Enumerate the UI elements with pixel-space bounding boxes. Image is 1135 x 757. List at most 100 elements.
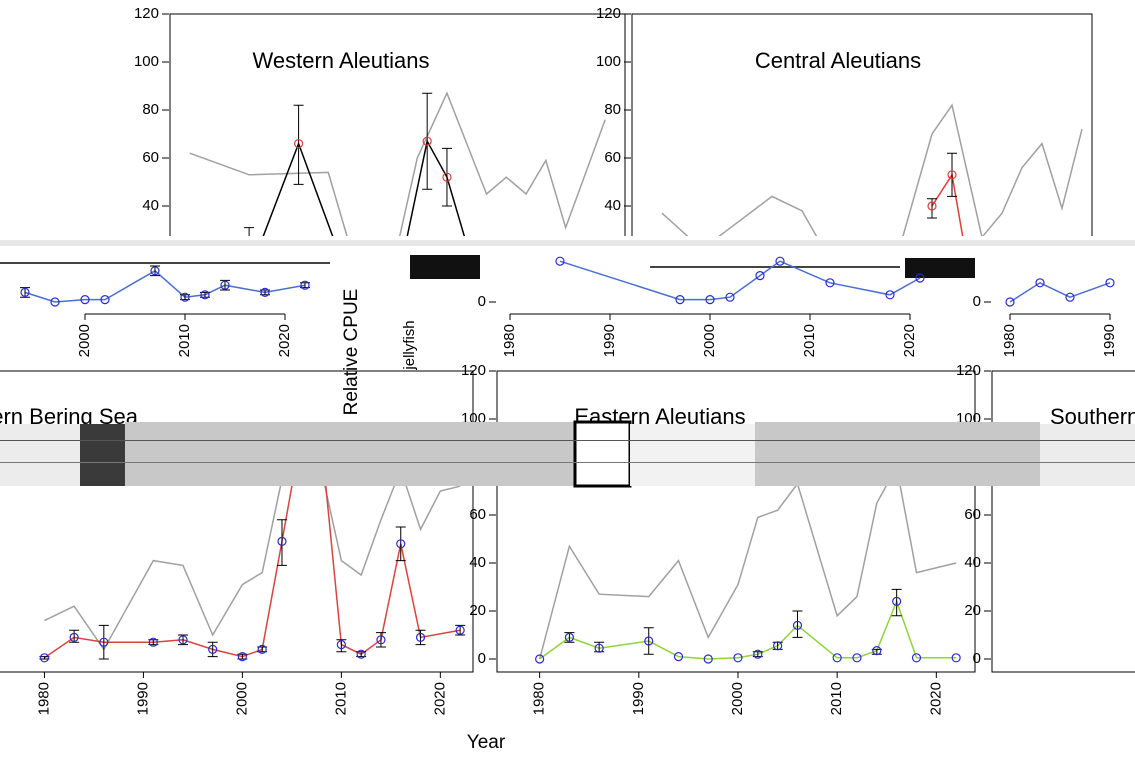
data-point — [951, 653, 961, 663]
glitch-strip — [0, 262, 330, 264]
error-bar — [415, 629, 426, 646]
x-tick-label: 1990 — [601, 324, 618, 357]
x-tick-label: 2000 — [729, 682, 746, 715]
glitch — [0, 240, 1135, 279]
data-point — [257, 644, 267, 655]
error-bar — [336, 639, 347, 653]
series-line — [539, 599, 957, 660]
data-point — [69, 632, 79, 643]
error-bar — [178, 634, 189, 646]
x-tick-label: 2020 — [276, 324, 293, 357]
series-line — [1009, 281, 1111, 303]
data-point — [1105, 278, 1115, 288]
y-tick-label: 60 — [469, 506, 486, 523]
data-point — [100, 295, 110, 305]
glitch-block — [1040, 424, 1135, 486]
data-point — [178, 635, 188, 645]
data-point — [535, 654, 545, 664]
y-tick-label: 0 — [478, 650, 486, 667]
data-point — [675, 295, 685, 305]
glitch — [0, 420, 1135, 488]
y-tick-label: 100 — [134, 53, 159, 70]
x-tick-label: 1980 — [1001, 324, 1018, 357]
error-bar — [395, 526, 406, 562]
error-bar — [564, 632, 575, 643]
y-tick-label: 20 — [469, 602, 486, 619]
y-tick-label: 80 — [142, 101, 159, 118]
y-tick-label: 60 — [964, 506, 981, 523]
data-point — [396, 539, 406, 549]
data-point — [792, 620, 803, 631]
data-point — [20, 287, 30, 297]
x-tick-label: 2000 — [233, 682, 250, 715]
glitch-block — [410, 255, 480, 279]
data-point — [336, 639, 346, 650]
data-point — [555, 256, 565, 266]
x-tick-label: 1980 — [35, 682, 52, 715]
data-point — [376, 635, 386, 645]
glitch-strip — [0, 440, 1135, 441]
y-tick-label: 60 — [604, 149, 621, 166]
error-bar — [375, 632, 386, 648]
error-bar — [947, 152, 957, 197]
error-bar — [20, 287, 30, 298]
data-point — [208, 644, 218, 655]
glitch-block — [755, 422, 1040, 486]
data-point — [356, 649, 366, 659]
data-point — [885, 290, 895, 300]
data-point — [892, 596, 902, 607]
glitch-strip — [0, 240, 1135, 246]
axis-labels: Relative CPUE jellyfish Year — [341, 289, 506, 753]
data-point — [293, 139, 304, 149]
x-tick-label: 1990 — [1101, 324, 1118, 357]
series-line — [661, 103, 1083, 265]
x-tick-label: 2020 — [431, 682, 448, 715]
data-point — [180, 292, 190, 302]
data-point — [1005, 297, 1015, 307]
glitch-block — [80, 424, 125, 486]
x-tick-label: 1990 — [134, 682, 151, 715]
data-point — [415, 632, 426, 643]
data-point — [455, 625, 465, 635]
error-bar — [643, 627, 654, 655]
data-point — [825, 278, 835, 288]
error-bar — [98, 624, 109, 660]
y-tick-label: 20 — [964, 602, 981, 619]
data-point — [644, 636, 654, 646]
data-point — [80, 295, 90, 305]
x-tick-label: 2010 — [801, 324, 818, 357]
middle-row: 2000 2010 2020 0 1980 1990 2000 2010 2020 0 1980 19… — [20, 256, 1118, 357]
data-point — [300, 280, 310, 290]
y-tick-label: 60 — [142, 149, 159, 166]
x-tick-label: 2000 — [701, 324, 718, 357]
y-axis-sublabel: jellyfish — [401, 320, 418, 370]
data-point — [947, 170, 957, 180]
y-tick-label: 0 — [478, 293, 486, 310]
x-tick-label: 1980 — [531, 682, 548, 715]
y-tick-label: 120 — [134, 5, 159, 22]
glitch-block — [905, 258, 975, 278]
y-tick-label: 120 — [461, 362, 486, 379]
x-axis-label: Year — [467, 732, 506, 753]
error-bar — [455, 624, 466, 636]
y-tick-label: 120 — [956, 362, 981, 379]
y-tick-label: 80 — [604, 101, 621, 118]
error-bar — [207, 641, 218, 658]
panel-title: Central Aleutians — [755, 48, 921, 73]
x-tick-label: 1990 — [630, 682, 647, 715]
data-point — [422, 136, 432, 146]
x-tick-label: 2010 — [828, 682, 845, 715]
error-bar — [276, 519, 287, 566]
error-bar — [441, 147, 452, 207]
y-axis-label: Relative CPUE — [341, 289, 362, 416]
series-line — [538, 464, 957, 660]
y-tick-label: 0 — [973, 650, 981, 667]
data-point — [852, 653, 862, 663]
data-point — [1035, 278, 1045, 288]
data-point — [200, 290, 210, 300]
data-point — [673, 651, 684, 662]
error-bar — [422, 92, 433, 190]
y-tick-label: 40 — [604, 197, 621, 214]
error-bar — [69, 629, 80, 643]
